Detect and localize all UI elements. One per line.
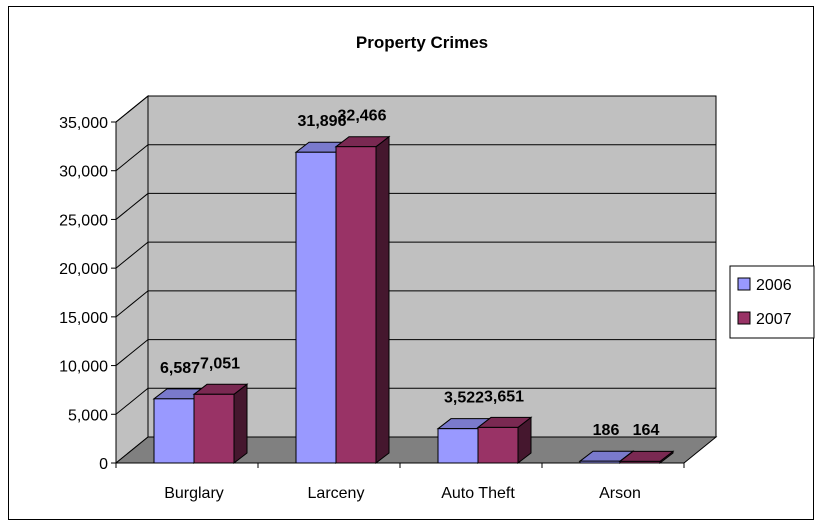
gridline <box>115 339 716 366</box>
legend-swatch <box>737 311 751 325</box>
bar-burglary-2007 <box>192 383 249 465</box>
x-tick-label: Auto Theft <box>441 485 515 502</box>
data-label: 31,896 <box>298 113 347 130</box>
gridline <box>115 95 716 123</box>
data-label: 3,522 <box>444 390 484 407</box>
gridline <box>115 144 716 172</box>
data-label: 6,587 <box>160 360 200 377</box>
x-tick-label: Larceny <box>308 485 365 502</box>
gridline <box>115 241 716 269</box>
y-tick-label: 35,000 <box>59 115 108 132</box>
data-label: 186 <box>593 422 620 439</box>
bar-auto-theft-2007 <box>476 416 533 465</box>
data-label: 164 <box>633 422 660 439</box>
x-tick-label: Burglary <box>164 485 224 502</box>
y-tick-label: 5,000 <box>68 407 108 424</box>
y-tick-label: 10,000 <box>59 359 108 376</box>
y-tick-label: 15,000 <box>59 310 108 327</box>
y-tick-label: 30,000 <box>59 164 108 181</box>
chart-title: Property Crimes <box>356 33 488 52</box>
legend-swatch <box>737 277 751 291</box>
y-tick-label: 0 <box>99 456 108 473</box>
data-label: 32,466 <box>338 108 387 125</box>
legend-label: 2006 <box>756 277 792 294</box>
back-wall <box>147 95 717 438</box>
legend-label: 2007 <box>756 311 792 328</box>
y-tick-label: 25,000 <box>59 212 108 229</box>
x-tick-label: Arson <box>599 485 641 502</box>
gridline <box>115 290 716 318</box>
data-label: 3,651 <box>484 388 524 405</box>
gridline <box>115 387 716 415</box>
gridline <box>115 192 716 220</box>
bar-larceny-2007 <box>334 135 391 465</box>
data-label: 7,051 <box>200 355 240 372</box>
y-tick-label: 20,000 <box>59 261 108 278</box>
side-wall <box>115 94 149 465</box>
